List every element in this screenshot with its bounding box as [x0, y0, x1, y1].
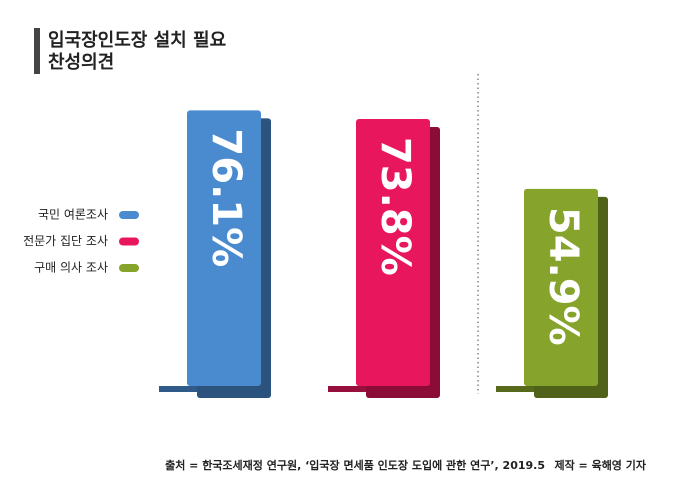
chart-title: 입국장인도장 설치 필요 [48, 29, 226, 51]
legend-swatch [119, 264, 139, 272]
value-label: 73.8% [372, 137, 418, 276]
bar [524, 188, 598, 386]
legend-swatch [119, 237, 139, 246]
legend-label: 국민 여론조사 [38, 208, 108, 222]
legend-swatch [119, 211, 139, 219]
bar [187, 110, 261, 387]
value-label: 54.9% [540, 207, 586, 346]
value-label: 76.1% [203, 128, 249, 267]
source: 출처 = 한국조세재정 연구원, ‘입국장 면세품 인도장 도입에 관한 연구’… [165, 458, 545, 472]
chart-subtitle: 찬성의견 [48, 52, 114, 73]
title-marker [34, 28, 40, 74]
legend-label: 구매 의사 조사 [34, 261, 108, 275]
credit: 제작 = 육해영 기자 [554, 458, 646, 472]
bar [356, 118, 430, 386]
legend-label: 전문가 집단 조사 [23, 234, 108, 248]
